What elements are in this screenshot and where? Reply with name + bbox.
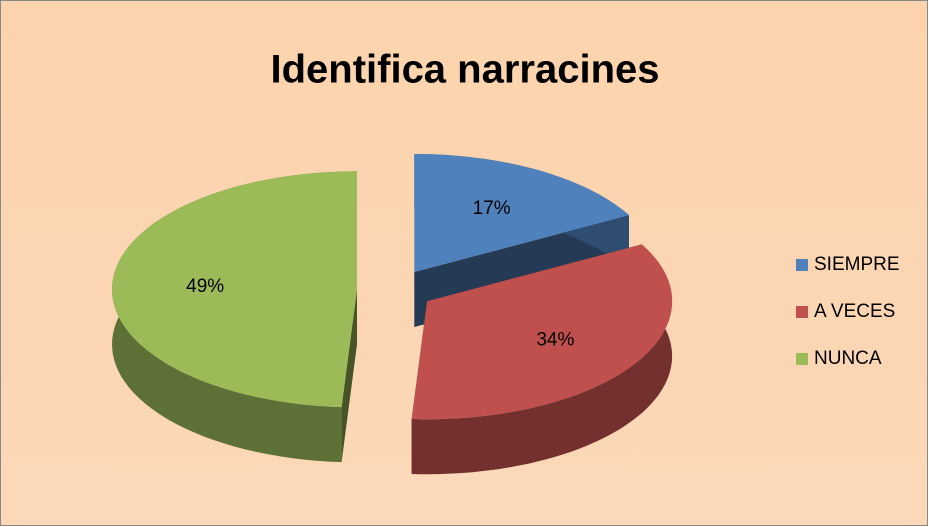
data-label: 17% (473, 198, 511, 219)
data-label: 49% (186, 276, 224, 297)
legend-swatch (796, 259, 808, 271)
legend-label: A VECES (814, 301, 895, 322)
slice (112, 171, 357, 408)
legend-label: SIEMPRE (814, 254, 900, 275)
legend-swatch (796, 353, 808, 365)
slice-wall (341, 289, 357, 463)
slice-side (411, 244, 673, 475)
data-label: 34% (536, 329, 574, 350)
chart-title: Identifica narracines (270, 48, 659, 92)
slice (411, 244, 673, 420)
legend-label: NUNCA (814, 348, 882, 369)
slice (414, 154, 629, 272)
legend-swatch (796, 306, 808, 318)
